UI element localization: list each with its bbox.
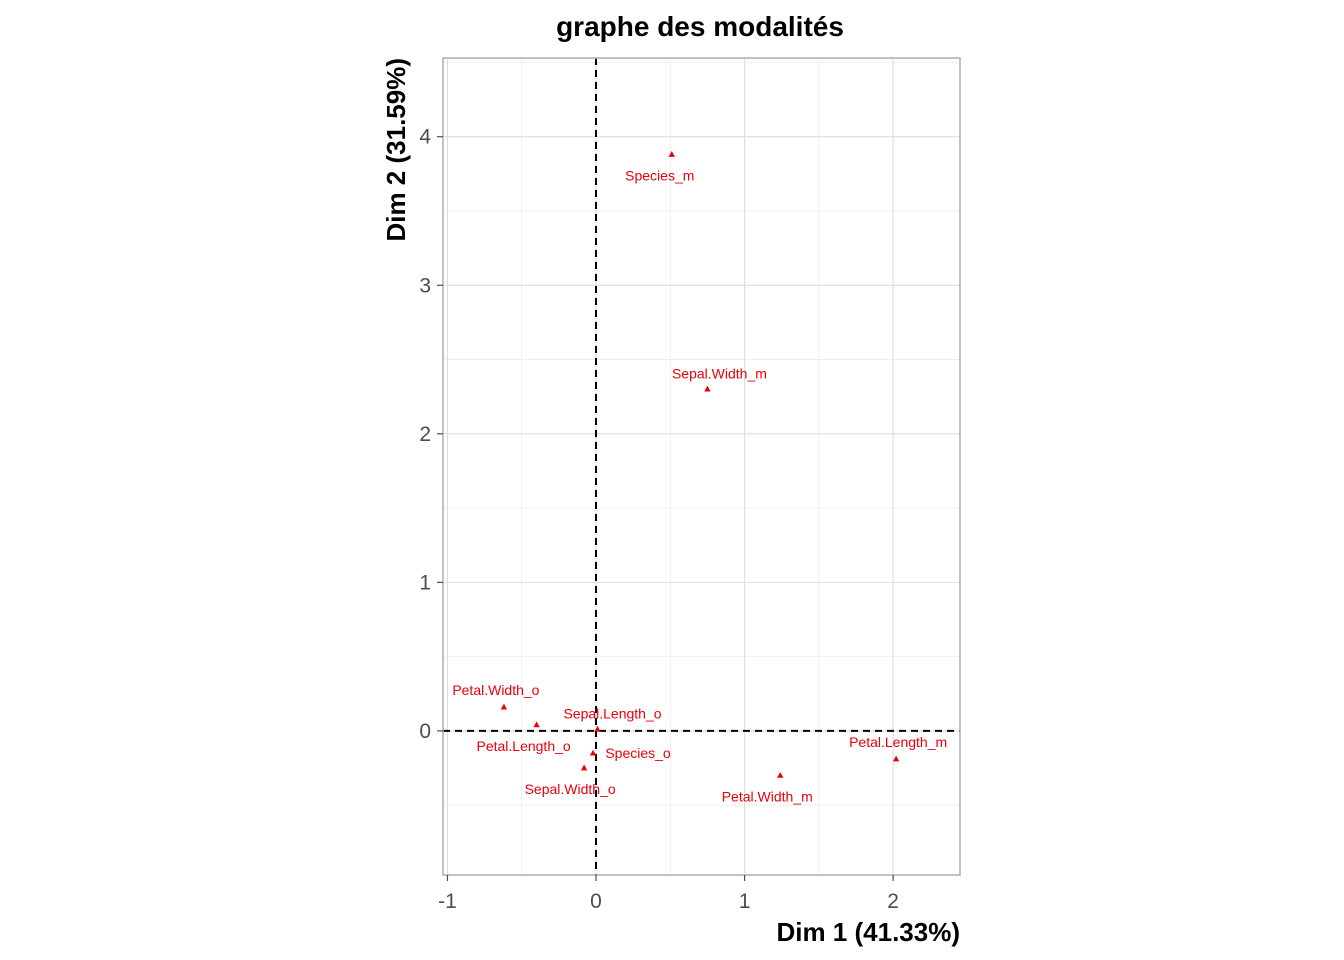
point-label: Petal.Width_o xyxy=(452,682,539,698)
data-point xyxy=(533,721,540,728)
y-tick-label: 4 xyxy=(419,126,431,149)
data-point xyxy=(500,703,508,710)
point-label: Sepal.Width_o xyxy=(525,781,616,797)
x-tick-label: 2 xyxy=(887,890,899,913)
axis-ticks: -1 0 1 2 0 1 2 3 4 xyxy=(419,126,899,913)
y-tick-label: 2 xyxy=(419,423,431,446)
y-tick-label: 0 xyxy=(419,720,431,743)
y-tick-label: 1 xyxy=(419,571,431,594)
data-point xyxy=(594,725,601,732)
point-label: Species_m xyxy=(625,168,694,184)
chart-title: graphe des modalités xyxy=(556,11,844,42)
data-point xyxy=(777,771,784,778)
x-tick-label: 1 xyxy=(739,890,751,913)
y-axis-title: Dim 2 (31.59%) xyxy=(381,58,411,242)
point-label: Species_o xyxy=(605,745,671,761)
x-tick-label: 0 xyxy=(590,890,602,913)
point-label: Petal.Width_m xyxy=(722,788,813,804)
data-point xyxy=(668,151,675,157)
data-point xyxy=(589,749,597,756)
data-point xyxy=(704,385,711,392)
data-points xyxy=(500,151,900,778)
point-label: Sepal.Length_o xyxy=(563,705,661,721)
data-point xyxy=(892,755,900,762)
x-tick-label: -1 xyxy=(438,890,457,913)
panel-border xyxy=(442,57,961,876)
x-axis-title: Dim 1 (41.33%) xyxy=(776,917,960,947)
point-label: Petal.Length_o xyxy=(476,738,570,754)
data-point xyxy=(580,764,588,771)
reference-lines xyxy=(443,58,960,875)
y-tick-label: 3 xyxy=(419,274,431,297)
point-label: Petal.Length_m xyxy=(849,734,947,750)
point-label: Sepal.Width_m xyxy=(672,365,767,381)
point-labels: Species_m Sepal.Width_m Petal.Width_o Petal… xyxy=(452,168,947,805)
